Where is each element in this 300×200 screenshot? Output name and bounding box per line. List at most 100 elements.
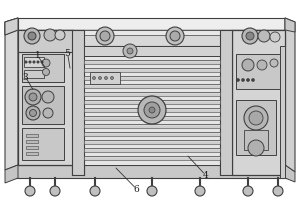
Circle shape xyxy=(144,102,160,118)
Circle shape xyxy=(25,186,35,196)
Bar xyxy=(26,152,38,155)
Polygon shape xyxy=(285,165,295,182)
Circle shape xyxy=(243,186,253,196)
Circle shape xyxy=(55,30,65,40)
Bar xyxy=(84,60,220,64)
Circle shape xyxy=(92,76,95,79)
Circle shape xyxy=(41,61,43,63)
Circle shape xyxy=(50,186,60,196)
Bar xyxy=(84,140,220,144)
Circle shape xyxy=(29,110,37,116)
Bar xyxy=(84,46,220,165)
Circle shape xyxy=(29,93,37,101)
Polygon shape xyxy=(5,18,18,170)
Circle shape xyxy=(170,31,180,41)
Circle shape xyxy=(44,29,56,41)
Circle shape xyxy=(149,107,155,113)
Bar xyxy=(24,70,44,78)
Polygon shape xyxy=(5,18,18,35)
Bar xyxy=(244,130,268,150)
Circle shape xyxy=(96,27,114,45)
Polygon shape xyxy=(285,18,295,32)
Circle shape xyxy=(33,61,35,63)
Circle shape xyxy=(24,28,40,44)
Circle shape xyxy=(248,140,264,156)
Circle shape xyxy=(98,76,101,79)
Circle shape xyxy=(127,48,133,54)
Circle shape xyxy=(25,89,41,105)
Bar xyxy=(236,54,280,89)
Bar xyxy=(26,134,38,137)
Bar xyxy=(84,100,220,104)
Bar xyxy=(84,76,220,80)
Circle shape xyxy=(247,78,250,82)
Circle shape xyxy=(242,59,254,71)
Bar xyxy=(232,30,285,175)
Circle shape xyxy=(29,61,31,63)
Bar xyxy=(18,30,73,165)
Circle shape xyxy=(242,28,258,44)
Bar xyxy=(84,46,220,56)
Bar xyxy=(84,108,220,112)
Text: 3: 3 xyxy=(23,72,28,82)
Circle shape xyxy=(249,111,263,125)
Text: 1: 1 xyxy=(34,50,40,60)
Bar xyxy=(18,30,285,46)
Bar xyxy=(26,146,38,149)
Circle shape xyxy=(138,96,166,124)
Circle shape xyxy=(273,186,283,196)
Circle shape xyxy=(26,106,40,120)
Text: 5: 5 xyxy=(64,48,70,58)
Bar xyxy=(26,140,38,143)
Polygon shape xyxy=(5,18,18,35)
Bar xyxy=(84,148,220,152)
Bar xyxy=(18,30,285,35)
Circle shape xyxy=(246,32,254,40)
Polygon shape xyxy=(285,18,295,172)
Circle shape xyxy=(37,61,39,63)
Circle shape xyxy=(257,60,267,70)
Bar xyxy=(84,116,220,120)
Circle shape xyxy=(147,186,157,196)
Circle shape xyxy=(25,61,27,63)
Circle shape xyxy=(42,59,50,67)
Polygon shape xyxy=(18,30,285,165)
Bar xyxy=(18,30,73,52)
Bar xyxy=(84,156,220,160)
Circle shape xyxy=(244,106,268,130)
Circle shape xyxy=(236,78,239,82)
Circle shape xyxy=(123,44,137,58)
Circle shape xyxy=(270,59,278,67)
Circle shape xyxy=(104,76,107,79)
Bar xyxy=(24,57,44,67)
Polygon shape xyxy=(18,18,285,30)
Text: 6: 6 xyxy=(134,184,140,194)
Circle shape xyxy=(258,30,270,42)
Circle shape xyxy=(242,78,244,82)
Circle shape xyxy=(28,32,36,40)
Bar xyxy=(84,92,220,96)
Circle shape xyxy=(90,186,100,196)
Bar xyxy=(236,100,276,155)
Bar xyxy=(220,30,232,175)
Circle shape xyxy=(195,186,205,196)
Circle shape xyxy=(251,78,254,82)
Bar xyxy=(22,128,64,160)
Circle shape xyxy=(42,91,54,103)
Bar xyxy=(84,84,220,88)
Bar xyxy=(22,86,64,124)
Circle shape xyxy=(43,108,53,118)
Bar xyxy=(72,30,84,175)
Bar xyxy=(90,72,120,84)
Polygon shape xyxy=(12,165,292,178)
Circle shape xyxy=(166,27,184,45)
Bar xyxy=(22,54,64,82)
Bar xyxy=(84,52,220,56)
Circle shape xyxy=(270,32,280,42)
Circle shape xyxy=(110,76,113,79)
Text: 4: 4 xyxy=(202,170,208,180)
Circle shape xyxy=(100,31,110,41)
Polygon shape xyxy=(5,165,18,183)
Bar xyxy=(84,68,220,72)
Bar xyxy=(84,132,220,136)
